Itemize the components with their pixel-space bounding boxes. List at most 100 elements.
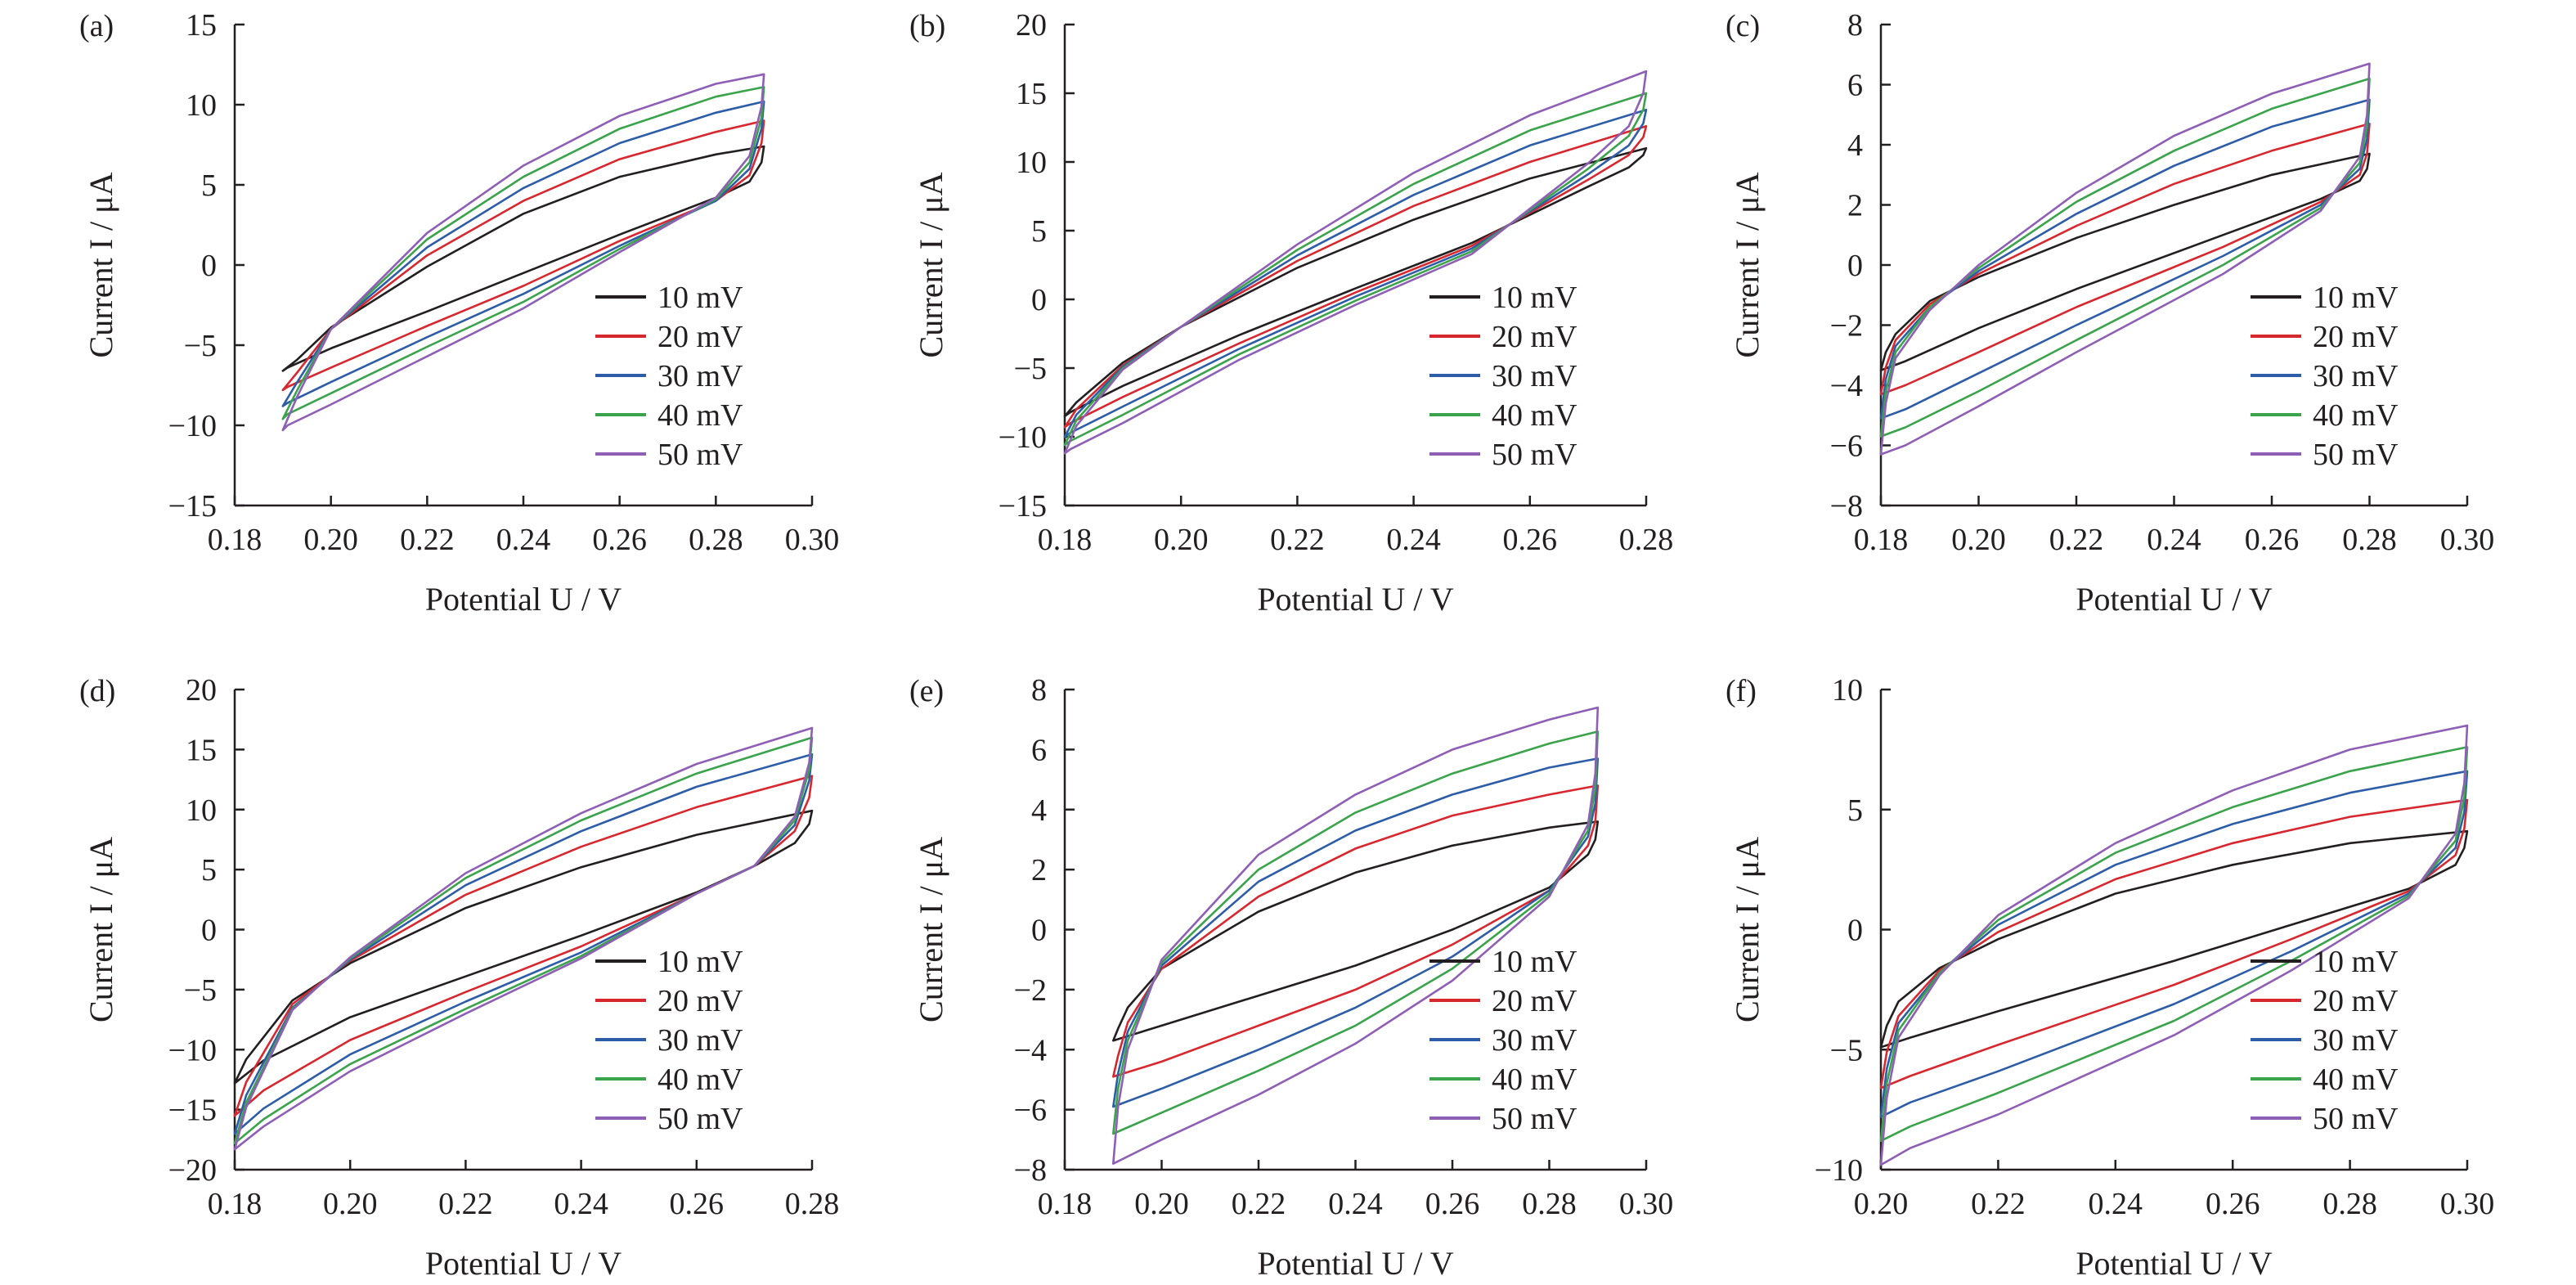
series-line [1879, 98, 2371, 420]
y-axis-label: Current I / μA [83, 837, 119, 1022]
legend-label: 50 mV [2313, 438, 2399, 472]
panel-label: (b) [909, 9, 945, 43]
y-tick-label: 15 [186, 733, 217, 767]
series-line [1879, 77, 2371, 438]
y-tick-label: 6 [1847, 69, 1863, 103]
y-tick-label: −4 [1014, 1033, 1047, 1067]
x-tick-label: 0.30 [1619, 1187, 1674, 1221]
legend-label: 20 mV [657, 984, 743, 1018]
y-tick-label: −5 [184, 973, 217, 1008]
y-tick-label: 8 [1031, 673, 1047, 708]
legend-label: 20 mV [2313, 984, 2399, 1018]
x-tick-label: 0.20 [1134, 1187, 1189, 1221]
x-tick-label: 0.20 [303, 523, 358, 557]
legend-label: 40 mV [1492, 398, 1577, 433]
legend-label: 10 mV [657, 281, 743, 315]
legend-label: 10 mV [2313, 281, 2399, 315]
chart-panel-d: 0.18 0.20 0.22 0.24 0.26 0.28 −20 −15 −10 −5 0 5 10 1… [79, 673, 839, 1282]
series-line [1879, 62, 2371, 456]
y-tick-label: 20 [1016, 8, 1047, 43]
panel-label: (d) [79, 674, 115, 708]
y-tick-label: −8 [1014, 1153, 1047, 1188]
legend-label: 20 mV [2313, 320, 2399, 354]
x-tick-label: 0.28 [2322, 1187, 2377, 1221]
y-tick-label: 2 [1847, 189, 1863, 223]
x-tick-label: 0.18 [208, 1187, 263, 1221]
x-axis-label: Potential U / V [1257, 581, 1453, 618]
y-tick-label: −15 [999, 489, 1047, 523]
legend-label: 50 mV [1492, 1102, 1577, 1136]
y-tick-label: 4 [1847, 128, 1863, 163]
series-line [1879, 746, 2469, 1143]
y-axis-label: Current I / μA [1729, 172, 1766, 357]
legend-label: 50 mV [2313, 1102, 2399, 1136]
chart-panel-e: 0.18 0.20 0.22 0.24 0.26 0.28 0.30 −8 −6 −4 −2 0 2 4 6… [909, 673, 1673, 1282]
panel-label: (c) [1726, 9, 1760, 43]
y-tick-label: −6 [1014, 1094, 1047, 1128]
x-tick-label: 0.28 [1522, 1187, 1577, 1221]
x-tick-label: 0.20 [1854, 1187, 1909, 1221]
y-axis-label: Current I / μA [83, 172, 119, 357]
y-tick-label: 0 [201, 249, 217, 283]
y-tick-label: 10 [186, 793, 217, 828]
legend-label: 30 mV [1492, 1023, 1577, 1058]
x-tick-label: 0.20 [1154, 523, 1209, 557]
x-tick-label: 0.28 [689, 523, 743, 557]
series-line [281, 100, 765, 407]
x-tick-label: 0.18 [1854, 523, 1909, 557]
legend-label: 50 mV [1492, 438, 1577, 472]
legend-label: 10 mV [657, 945, 743, 979]
y-tick-label: −15 [168, 1094, 217, 1128]
x-tick-label: 0.24 [2089, 1187, 2143, 1221]
legend-label: 10 mV [1492, 945, 1577, 979]
x-tick-label: 0.22 [2049, 523, 2104, 557]
x-tick-label: 0.22 [1971, 1187, 2026, 1221]
y-tick-label: 4 [1031, 793, 1047, 828]
x-tick-label: 0.20 [323, 1187, 378, 1221]
chart-panel-b: 0.18 0.20 0.22 0.24 0.26 0.28 −15 −10 −5 0 5 10 15 20… [909, 8, 1673, 618]
y-tick-label: −8 [1830, 489, 1863, 523]
x-tick-label: 0.24 [554, 1187, 608, 1221]
y-axis-label: Current I / μA [913, 172, 949, 357]
legend-label: 40 mV [657, 1063, 743, 1097]
y-tick-label: −4 [1830, 369, 1863, 403]
legend-label: 40 mV [2313, 398, 2399, 433]
y-tick-label: 5 [201, 853, 217, 887]
y-tick-label: 15 [186, 8, 217, 43]
y-tick-label: 6 [1031, 733, 1047, 767]
legend-label: 40 mV [657, 398, 743, 433]
x-tick-label: 0.30 [785, 523, 840, 557]
x-tick-label: 0.22 [438, 1187, 493, 1221]
x-axis-label: Potential U / V [2076, 1245, 2272, 1282]
y-tick-label: 10 [1016, 146, 1047, 180]
chart-panel-f: 0.20 0.22 0.24 0.26 0.28 0.30 −10 −5 0 5 10 (f) Pote… [1726, 673, 2494, 1282]
chart-panel-c: 0.18 0.20 0.22 0.24 0.26 0.28 0.30 −8 −6 −4 −2 0 2 4 6… [1726, 8, 2494, 618]
y-tick-label: −10 [168, 1033, 217, 1067]
y-tick-label: 10 [1832, 673, 1863, 708]
x-tick-label: 0.20 [1951, 523, 2006, 557]
y-tick-label: −20 [168, 1153, 217, 1188]
x-tick-label: 0.28 [1619, 523, 1674, 557]
y-tick-label: 0 [1847, 249, 1863, 283]
legend-label: 30 mV [657, 359, 743, 393]
x-axis-label: Potential U / V [425, 1245, 622, 1282]
series-line [1879, 770, 2469, 1118]
panel-label: (e) [909, 674, 944, 708]
y-tick-label: −10 [1815, 1153, 1863, 1188]
y-tick-label: 5 [1031, 214, 1047, 249]
series-line [281, 73, 765, 432]
y-tick-label: 0 [1031, 914, 1047, 948]
x-tick-label: 0.22 [1232, 1187, 1286, 1221]
y-tick-label: −2 [1830, 309, 1863, 344]
y-axis-label: Current I / μA [913, 837, 949, 1022]
y-tick-label: 8 [1847, 8, 1863, 43]
series-line [1879, 829, 2469, 1049]
legend-label: 10 mV [1492, 281, 1577, 315]
series-line [1879, 152, 2371, 371]
x-axis-label: Potential U / V [425, 581, 622, 618]
series-line [281, 86, 765, 420]
y-tick-label: −6 [1830, 429, 1863, 464]
y-tick-label: 5 [1847, 793, 1863, 828]
y-tick-label: 0 [1031, 283, 1047, 317]
